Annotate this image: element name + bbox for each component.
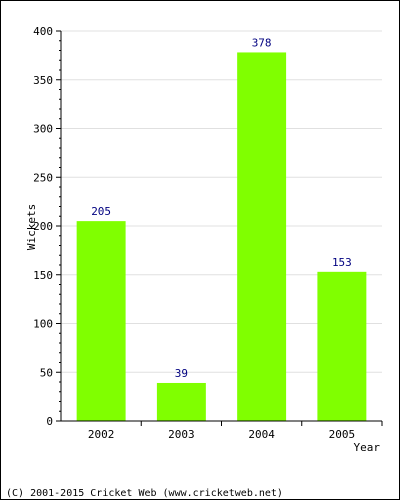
x-axis-title: Year [354,441,381,454]
data-label-2002: 205 [91,205,111,218]
labels: 0 50 100 150 200 250 300 350 400 205 2002 39 2003 378… [33,25,355,441]
y-tick-label-300: 300 [33,123,53,136]
y-tick-label-150: 150 [33,269,53,282]
y-tick-label-350: 350 [33,74,53,87]
y-tick-label-50: 50 [40,366,53,379]
x-tick-label-2005: 2005 [329,428,356,441]
bars [76,52,367,421]
data-label-2004: 378 [252,36,272,49]
y-tick-label-250: 250 [33,171,53,184]
y-tick-label-100: 100 [33,318,53,331]
y-tick-label-200: 200 [33,220,53,233]
data-label-2003: 39 [175,367,188,380]
bar-2004 [237,52,287,421]
x-tick-label-2004: 2004 [248,428,275,441]
axes [56,30,383,426]
bar-2002 [76,221,126,421]
data-label-2005: 153 [332,256,352,269]
x-tick-label-2002: 2002 [88,428,115,441]
y-tick-label-0: 0 [46,415,53,428]
copyright-footer: (C) 2001-2015 Cricket Web (www.cricketwe… [6,488,283,499]
y-axis-title: Wickets [25,204,38,250]
x-tick-label-2003: 2003 [168,428,195,441]
bar-2005 [317,271,367,421]
y-tick-label-400: 400 [33,25,53,38]
bar-2003 [156,382,206,421]
